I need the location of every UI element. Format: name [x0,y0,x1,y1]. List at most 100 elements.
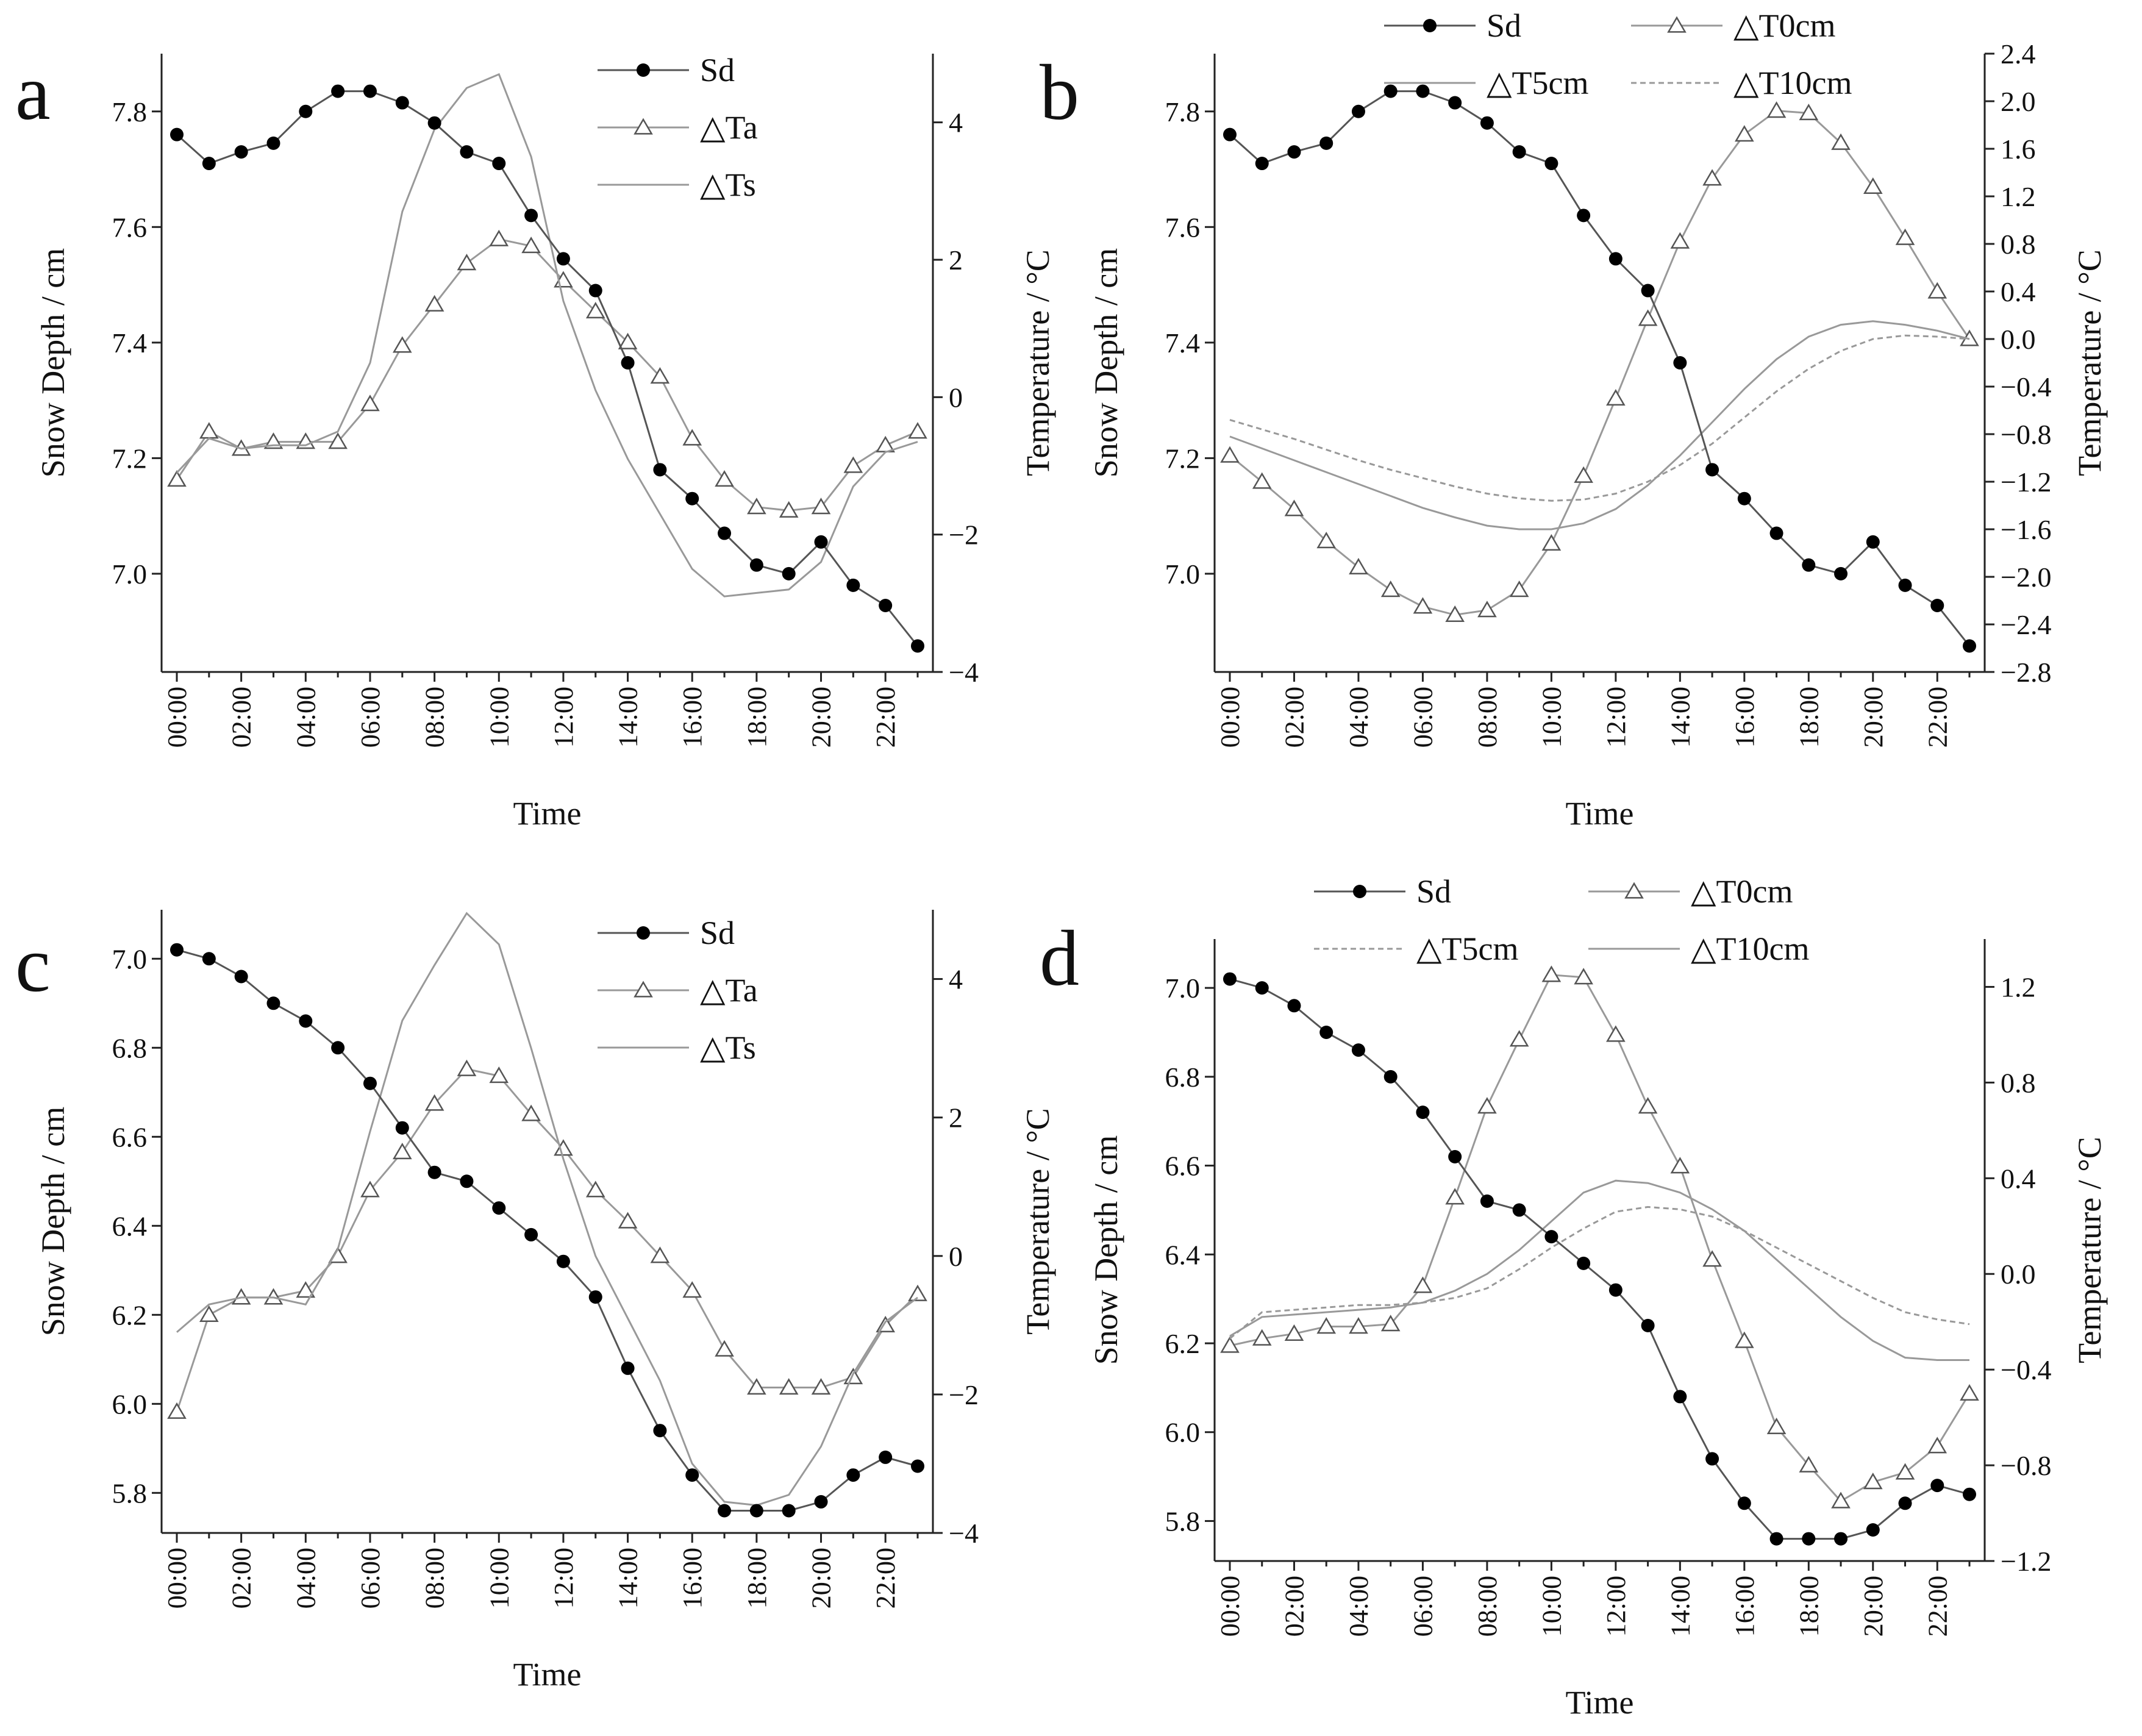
data-point [1673,356,1687,370]
legend-label: △Ts [700,166,756,203]
y2-tick-label: 2.4 [2001,38,2036,70]
data-point [1223,127,1237,141]
chart-panel-b: b 7.0 7.2 7.4 7.6 7.8 −2.8 −2.4 −2.0 −1.6 −1.2 −0.8… [1040,7,2108,832]
data-point [1480,116,1494,130]
series-temp-3 [1229,334,1970,502]
data-point [489,229,509,246]
data-point [1448,96,1462,110]
legend-marker [634,981,653,998]
series-sd [1223,84,1976,653]
legend-label: △Ts [700,1029,756,1066]
x-tick-label: 06:00 [355,1548,385,1609]
legend-marker [637,63,650,77]
legend-marker [634,118,653,135]
data-point [621,1361,635,1375]
x-tick-label: 02:00 [1279,1576,1309,1637]
data-point [1541,534,1562,551]
y-tick-label: 6.6 [112,1121,148,1152]
data-point [1544,1230,1558,1244]
legend-label: △T5cm [1487,65,1588,101]
data-point [1930,599,1944,613]
y2-tick-label: −4 [949,1518,979,1549]
data-point [170,127,184,141]
panel-label-d: d [1040,915,1079,1002]
data-point [296,1281,316,1298]
data-point [811,498,831,515]
series-temp-1 [1220,965,1979,1509]
chart-panel-d: d 5.8 6.0 6.2 6.4 6.6 6.8 7.0 −1.2 −0.8 −0.4 0.0 0.4… [1040,873,2108,1721]
data-point [685,1468,699,1482]
data-point [167,470,187,487]
data-point [1351,1043,1365,1057]
data-point [1577,1256,1591,1270]
x-axis-title: Time [1565,795,1633,832]
data-point [1608,1283,1623,1297]
x-axis-title: Time [513,795,581,832]
series-line [1229,90,1971,647]
data-point [1963,639,1976,653]
data-point [650,1246,670,1263]
y-tick-label: 6.2 [1165,1328,1201,1359]
legend: Sd △Ta △Ts [598,915,758,1066]
data-point [1834,1532,1848,1546]
data-point [618,332,638,349]
data-point [1866,1523,1880,1537]
x-tick-label: 00:00 [1215,1576,1245,1637]
y2-tick-label: −1.2 [2001,1546,2051,1577]
data-point [521,236,541,254]
data-point [1252,1329,1272,1346]
data-point [556,252,570,266]
legend-label: △T10cm [1733,65,1852,101]
data-point [202,157,216,171]
data-point [1863,1473,1883,1490]
data-point [1284,1324,1304,1341]
x-tick-label: 10:00 [484,1548,514,1609]
y2-axis-title: Temperature / °C [2071,1137,2108,1363]
data-point [1705,463,1719,477]
data-point [424,295,444,312]
data-point [1734,1331,1754,1348]
data-point [1641,1318,1655,1332]
legend-label: Sd [700,52,735,88]
data-point [1638,309,1658,326]
panel-label-c: c [15,921,51,1009]
y2-tick-label: 0 [949,382,963,413]
data-point [811,1378,831,1395]
y2-tick-label: −1.2 [2001,466,2051,498]
data-point [427,1165,441,1179]
data-point [1383,1070,1398,1084]
x-tick-label: 06:00 [1408,1576,1438,1637]
data-point [1448,1150,1462,1163]
data-point [1445,605,1465,623]
x-tick-label: 00:00 [162,687,192,748]
data-point [749,558,763,572]
data-point [1670,1157,1690,1174]
data-point [779,1378,799,1395]
legend-label: △Ta [700,972,758,1009]
y2-tick-label: −2.8 [2001,657,2051,688]
data-point [328,432,348,449]
data-point [489,1066,509,1084]
y-tick-label: 7.8 [1165,96,1201,127]
data-point [1608,252,1623,266]
data-point [779,501,799,518]
x-tick-label: 18:00 [1794,687,1824,748]
data-point [1380,1315,1401,1332]
data-point [618,1212,638,1229]
y-tick-label: 7.4 [1165,327,1201,359]
data-point [1509,1030,1529,1047]
data-point [1737,1496,1751,1510]
legend-marker [1624,882,1644,899]
y2-tick-label: −0.4 [2001,1354,2051,1385]
data-point [1577,209,1591,223]
x-tick-label: 12:00 [1601,1576,1631,1637]
legend-label: △T5cm [1416,931,1518,967]
y-tick-label: 5.8 [1165,1506,1201,1537]
data-point [715,1340,734,1357]
data-point [1413,597,1433,614]
data-point [524,209,538,223]
data-point [395,1121,409,1135]
legend-marker [1423,19,1437,32]
data-point [1606,389,1626,406]
